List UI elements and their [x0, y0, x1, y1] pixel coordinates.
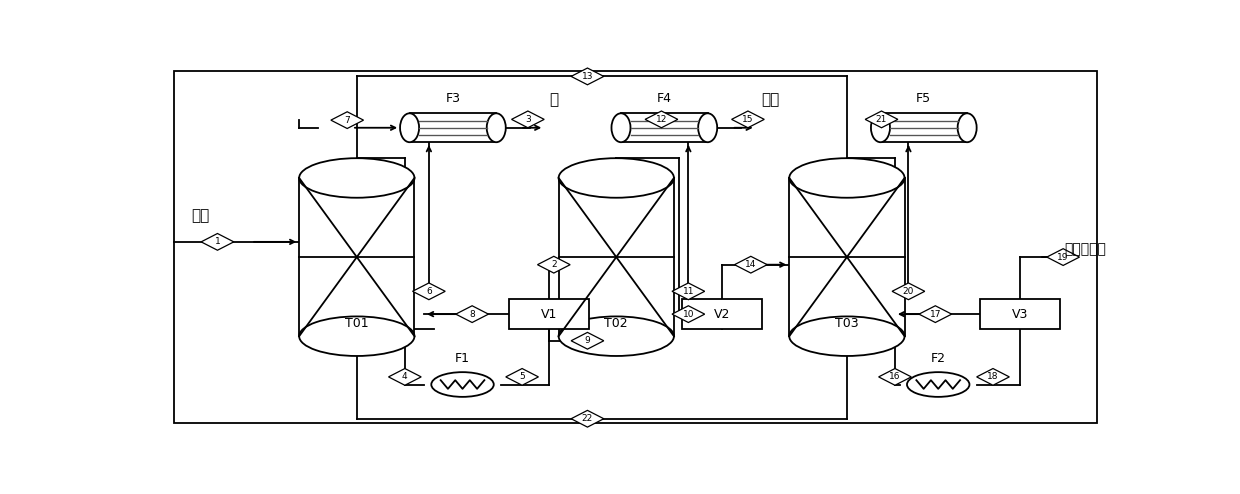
Polygon shape	[456, 306, 489, 323]
Ellipse shape	[789, 158, 904, 198]
Polygon shape	[572, 332, 604, 349]
Polygon shape	[732, 111, 764, 128]
Polygon shape	[734, 256, 768, 273]
Text: 21: 21	[875, 115, 887, 124]
Text: 6: 6	[427, 287, 432, 296]
Polygon shape	[413, 283, 445, 300]
Circle shape	[906, 372, 970, 397]
Polygon shape	[572, 411, 604, 427]
Polygon shape	[621, 113, 708, 142]
Text: F3: F3	[445, 92, 460, 105]
Text: 9: 9	[584, 336, 590, 345]
Text: 19: 19	[1058, 252, 1069, 262]
Text: V1: V1	[541, 308, 557, 321]
Ellipse shape	[957, 113, 977, 142]
Text: 4: 4	[402, 372, 408, 381]
Polygon shape	[892, 283, 925, 300]
Polygon shape	[508, 299, 589, 329]
Polygon shape	[919, 306, 951, 323]
Text: 8: 8	[469, 310, 475, 319]
Text: V2: V2	[714, 308, 730, 321]
Text: 2: 2	[551, 260, 557, 269]
Ellipse shape	[558, 158, 675, 198]
Polygon shape	[388, 369, 422, 385]
Text: 进料: 进料	[191, 208, 210, 223]
Text: 7: 7	[345, 116, 350, 124]
Text: T01: T01	[345, 318, 368, 330]
Polygon shape	[789, 178, 905, 336]
Polygon shape	[409, 113, 496, 142]
Polygon shape	[980, 299, 1060, 329]
Polygon shape	[331, 112, 363, 128]
Ellipse shape	[611, 113, 630, 142]
Text: 甲醇等混合: 甲醇等混合	[1064, 243, 1106, 256]
Polygon shape	[1047, 248, 1080, 265]
Polygon shape	[512, 111, 544, 128]
Ellipse shape	[299, 317, 414, 356]
Ellipse shape	[401, 113, 419, 142]
Ellipse shape	[698, 113, 717, 142]
Polygon shape	[572, 68, 604, 85]
Text: 12: 12	[656, 115, 667, 124]
Text: 13: 13	[582, 72, 593, 81]
Text: 5: 5	[520, 372, 525, 381]
Polygon shape	[682, 299, 763, 329]
Text: F5: F5	[916, 92, 931, 105]
Ellipse shape	[487, 113, 506, 142]
Polygon shape	[645, 111, 678, 128]
Text: 11: 11	[682, 287, 694, 296]
Text: 1: 1	[215, 237, 221, 247]
Polygon shape	[506, 369, 538, 385]
Text: V3: V3	[1012, 308, 1028, 321]
Text: T03: T03	[835, 318, 859, 330]
Text: 10: 10	[682, 310, 694, 319]
Polygon shape	[201, 234, 234, 250]
Text: 17: 17	[930, 310, 941, 319]
Polygon shape	[537, 256, 570, 273]
Circle shape	[432, 372, 494, 397]
Polygon shape	[672, 306, 704, 323]
Ellipse shape	[789, 317, 904, 356]
Text: 14: 14	[745, 260, 756, 269]
Ellipse shape	[299, 158, 414, 198]
Ellipse shape	[558, 317, 675, 356]
Text: F4: F4	[657, 92, 672, 105]
Text: F1: F1	[455, 352, 470, 365]
Ellipse shape	[870, 113, 890, 142]
Text: 18: 18	[987, 372, 998, 381]
Text: 22: 22	[582, 414, 593, 423]
Polygon shape	[879, 369, 911, 385]
Text: F2: F2	[931, 352, 946, 365]
Polygon shape	[977, 369, 1009, 385]
Text: 水: 水	[549, 92, 558, 107]
Polygon shape	[299, 178, 414, 336]
Polygon shape	[558, 178, 675, 336]
Text: 15: 15	[743, 115, 754, 124]
Polygon shape	[672, 283, 704, 300]
Text: 3: 3	[525, 115, 531, 124]
Text: 16: 16	[889, 372, 900, 381]
Text: 20: 20	[903, 287, 914, 296]
Polygon shape	[866, 111, 898, 128]
Polygon shape	[880, 113, 967, 142]
Text: 丁酮: 丁酮	[761, 92, 779, 107]
Text: T02: T02	[604, 318, 629, 330]
